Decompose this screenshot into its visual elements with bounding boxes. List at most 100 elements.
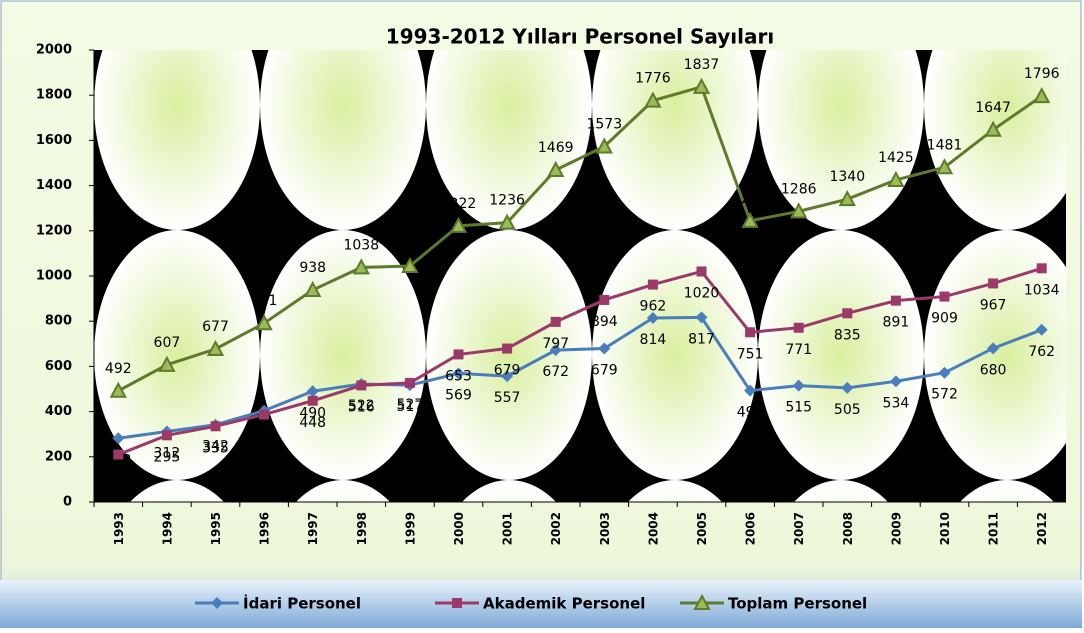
point [211,421,221,431]
data-label: 1222 [441,196,477,212]
data-label: 894 [591,314,618,330]
data-label: 534 [883,395,910,411]
x-tick-label: 1995 [209,512,223,545]
x-tick-label: 2007 [792,512,806,545]
point [113,450,123,460]
data-label: 569 [445,387,472,403]
data-label: 1034 [1024,282,1060,298]
x-tick-label: 1997 [306,512,320,545]
data-label: 492 [105,361,132,377]
data-label: 505 [834,402,861,418]
y-tick-label: 800 [45,314,72,329]
legend: İdari Personel Akademik Personel Toplam Pe… [195,594,867,613]
data-label: 909 [931,311,958,327]
data-label: 295 [154,449,181,465]
x-tick-label: 1999 [403,512,417,545]
point [452,598,462,608]
x-tick-label: 1994 [160,512,174,545]
data-label: 515 [785,400,812,416]
x-tick-label: 2006 [744,512,758,545]
data-label: 679 [591,363,618,379]
x-tick-label: 1993 [112,512,126,545]
data-label: 672 [542,364,569,380]
data-label: 1481 [927,137,963,153]
data-label: 962 [640,299,667,315]
data-label: 1038 [343,237,379,253]
point [308,396,318,406]
data-label: 1244 [732,191,768,207]
point [891,296,901,306]
data-label: 527 [397,397,424,413]
data-label: 1020 [684,285,720,301]
data-label: 751 [737,346,764,362]
point [502,344,512,354]
data-label: 1796 [1024,66,1060,82]
data-label: 891 [883,315,910,331]
data-label: 1044 [392,236,428,252]
y-tick-label: 200 [45,449,72,464]
y-tick-label: 0 [63,495,72,510]
point [162,430,172,440]
data-label: 335 [202,440,229,456]
point [1037,263,1047,273]
point [259,410,269,420]
data-label: 817 [688,331,715,347]
x-tick-label: 2004 [646,512,660,545]
point [940,292,950,302]
point [988,278,998,288]
x-tick-label: 2012 [1035,512,1049,545]
data-label: 791 [251,293,278,309]
data-label: 607 [154,335,181,351]
point [599,295,609,305]
data-label: 1647 [975,100,1011,116]
y-tick-label: 1400 [36,178,72,193]
data-label: 771 [785,342,812,358]
data-label: 1286 [781,181,817,197]
y-tick-label: 400 [45,404,72,419]
data-label: 835 [834,327,861,343]
y-tick-label: 2000 [36,43,72,58]
x-tick-label: 2002 [549,512,563,545]
legend-label: İdari Personel [243,594,361,613]
data-label: 797 [542,336,569,352]
point [356,380,366,390]
x-tick-label: 1996 [258,512,272,545]
data-label: 387 [251,429,278,445]
x-tick-label: 2009 [889,512,903,545]
data-label: 814 [640,332,667,348]
data-label: 572 [931,387,958,403]
data-label: 653 [445,368,472,384]
point [842,308,852,318]
y-tick-label: 1800 [36,88,72,103]
x-tick-label: 2008 [841,512,855,545]
chart: 1993-2012 Yılları Personel Sayıları İdar… [0,0,1084,629]
x-tick-label: 2003 [598,512,612,545]
point [745,327,755,337]
data-label: 1837 [684,57,720,73]
data-label: 680 [980,362,1007,378]
chart-title: 1993-2012 Yılları Personel Sayıları [386,25,774,49]
data-label: 1776 [635,71,671,87]
data-label: 1469 [538,140,574,156]
plot-area [94,50,1066,502]
x-tick-label: 1998 [355,512,369,545]
x-tick-label: 2011 [987,512,1001,545]
x-tick-label: 2010 [938,512,952,545]
point [454,349,464,359]
point [697,266,707,276]
data-label: 762 [1028,344,1055,360]
y-tick-label: 600 [45,359,72,374]
legend-label: Akademik Personel [483,595,645,613]
x-tick-label: 2000 [452,512,466,545]
data-label: 677 [202,319,229,335]
data-label: 967 [980,297,1007,313]
point [648,280,658,290]
point [794,323,804,333]
point [405,378,415,388]
data-label: 493 [737,405,764,421]
legend-label: Toplam Personel [728,595,867,613]
data-label: 448 [299,415,326,431]
data-label: 938 [299,260,326,276]
data-label: 1573 [586,117,622,133]
data-label: 516 [348,399,375,415]
